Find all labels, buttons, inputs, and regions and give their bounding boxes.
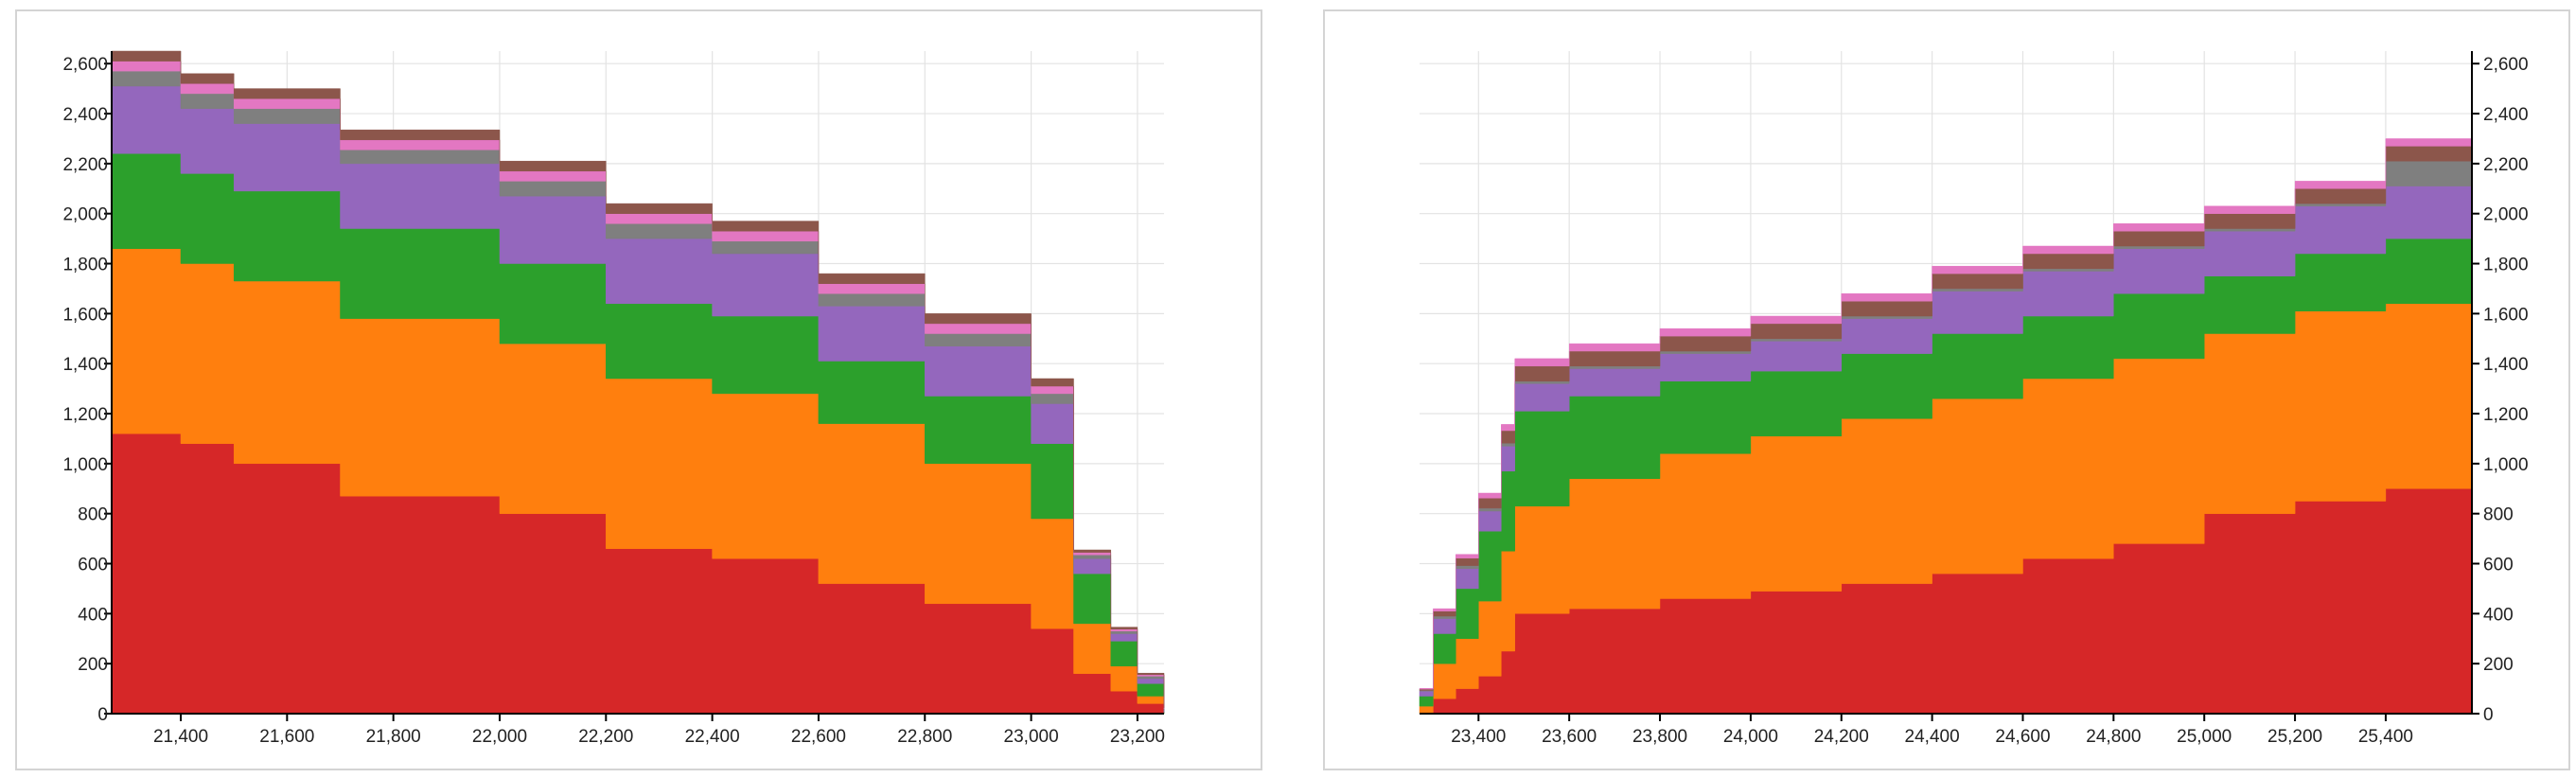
- x-tick-label: 24,400: [1905, 727, 1960, 747]
- y-tick-label: 2,200: [62, 155, 108, 175]
- y-tick-label: 1,400: [2483, 355, 2529, 375]
- stacked-areas: [1419, 103, 2473, 715]
- x-tick-label: 23,200: [1110, 727, 1165, 747]
- y-tick-label: 200: [2483, 655, 2514, 675]
- y-tick-label: 1,000: [62, 455, 108, 475]
- y-tick-label: 2,000: [62, 205, 108, 225]
- y-tick-label: 2,200: [2483, 155, 2529, 175]
- left-stacked-area-chart: 21,400 21,600 21,800 22,000 22,200 22,400 22,6…: [62, 50, 1165, 747]
- x-tick-label: 24,200: [1814, 727, 1869, 747]
- axes: 23,400 23,600 23,800 24,000 24,200 24,400 24,6…: [1420, 51, 2529, 747]
- y-tick-label: 2,600: [2483, 55, 2529, 75]
- y-tick-label: 400: [78, 605, 108, 625]
- axes: 21,400 21,600 21,800 22,000 22,200 22,400 22,6…: [62, 51, 1165, 747]
- x-tick-label: 22,000: [472, 727, 527, 747]
- x-tick-label: 24,600: [1995, 727, 2050, 747]
- y-tick-label: 1,000: [2483, 455, 2529, 475]
- x-tick-label: 22,800: [897, 727, 952, 747]
- y-tick-label: 1,400: [62, 355, 108, 375]
- y-tick-label: 1,800: [62, 256, 108, 275]
- x-tick-label: 25,200: [2267, 727, 2322, 747]
- y-tick-label: 1,200: [2483, 405, 2529, 425]
- x-tick-label: 23,000: [1004, 727, 1059, 747]
- y-tick-label: 2,600: [62, 55, 108, 75]
- y-tick-label: 2,400: [62, 105, 108, 125]
- y-tick-label: 1,800: [2483, 256, 2529, 275]
- x-tick-label: 22,600: [791, 727, 846, 747]
- y-tick-label: 1,600: [62, 305, 108, 325]
- y-tick-label: 1,200: [62, 405, 108, 425]
- x-tick-label: 25,400: [2358, 727, 2413, 747]
- x-tick-label: 23,800: [1632, 727, 1687, 747]
- x-tick-label: 22,200: [578, 727, 633, 747]
- x-tick-label: 24,000: [1723, 727, 1778, 747]
- right-chart-panel: 23,400 23,600 23,800 24,000 24,200 24,400 24,6…: [1323, 9, 2570, 770]
- x-tick-label: 23,600: [1542, 727, 1597, 747]
- y-tick-label: 800: [78, 505, 108, 525]
- y-tick-label: 600: [2483, 556, 2514, 575]
- x-tick-label: 24,800: [2086, 727, 2141, 747]
- x-tick-label: 23,400: [1451, 727, 1506, 747]
- y-tick-label: 600: [78, 556, 108, 575]
- x-tick-label: 25,000: [2177, 727, 2232, 747]
- stacked-areas: [111, 50, 1165, 715]
- y-tick-label: 200: [78, 655, 108, 675]
- y-tick-label: 400: [2483, 605, 2514, 625]
- x-tick-label: 22,400: [685, 727, 740, 747]
- y-tick-label: 1,600: [2483, 305, 2529, 325]
- left-chart-panel: 21,400 21,600 21,800 22,000 22,200 22,400 22,6…: [15, 9, 1262, 770]
- y-tick-label: 800: [2483, 505, 2514, 525]
- x-tick-label: 21,600: [259, 727, 314, 747]
- y-tick-label: 0: [2483, 705, 2494, 725]
- y-tick-label: 2,000: [2483, 205, 2529, 225]
- series-area-7: [111, 50, 1165, 708]
- y-tick-label: 2,400: [2483, 105, 2529, 125]
- x-tick-label: 21,400: [153, 727, 208, 747]
- right-stacked-area-chart: 23,400 23,600 23,800 24,000 24,200 24,400 24,6…: [1419, 51, 2529, 747]
- y-tick-label: 0: [97, 705, 108, 725]
- x-tick-label: 21,800: [366, 727, 421, 747]
